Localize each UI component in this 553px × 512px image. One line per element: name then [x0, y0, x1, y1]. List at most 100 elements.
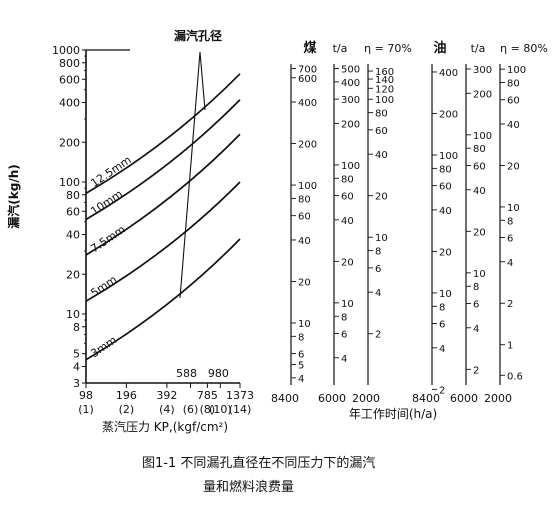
scale-tick-label: 80	[439, 164, 452, 175]
scale-tick-label: 60	[375, 126, 388, 137]
scale-tick-label: 400	[439, 68, 458, 79]
scale-tick-label: 100	[473, 131, 492, 142]
scale-tick-label: 700	[298, 65, 317, 76]
y-tick-label: 20	[66, 268, 80, 281]
scale-tick-label: 100	[298, 181, 317, 192]
scale-tick-label: 500	[341, 65, 360, 76]
scale-tick-label: 4	[341, 354, 347, 365]
x-tick-label-kpa: 785	[197, 389, 218, 402]
scale-tick-label: 80	[473, 144, 486, 155]
scale-tick-label: 200	[298, 140, 317, 151]
scale-tick-label: 20	[507, 161, 520, 172]
coal-efficiency-label: η = 70%	[364, 42, 412, 55]
coal-unit-label: t/a	[333, 42, 348, 55]
y-tick-label: 40	[66, 229, 80, 242]
x-tick-label-kgf: (2)	[119, 403, 135, 416]
series-label: 12.5mm	[88, 153, 133, 189]
x-tick-label-kgf: (1)	[78, 403, 94, 416]
y-tick-label: 60	[66, 205, 80, 218]
y-tick-label: 8	[73, 321, 80, 334]
y-tick-label: 5	[73, 348, 80, 361]
x-tick-label-kpa: 1373	[226, 389, 254, 402]
scale-tick-label: 600	[298, 74, 317, 85]
scale-tick-label: 60	[439, 182, 452, 193]
scale-tick-label: 60	[298, 212, 311, 223]
scale-tick-label: 10	[439, 289, 452, 300]
scale-tick-label: 4	[507, 258, 513, 269]
hours-title: 年工作时间(h/a)	[349, 407, 437, 421]
scale-tick-label: 8	[375, 247, 381, 258]
scale-tick-label: 80	[507, 79, 520, 90]
scale-tick-label: 80	[298, 194, 311, 205]
scale-tick-label: 4	[439, 344, 445, 355]
scale-tick-label: 20	[341, 257, 354, 268]
orifice-annotation: 漏汽孔径	[174, 28, 222, 43]
y-tick-label: 10	[66, 308, 80, 321]
scale-tick-label: 200	[341, 119, 360, 130]
x-tick-label-kgf: (8)	[200, 403, 216, 416]
scale-tick-label: 40	[298, 236, 311, 247]
scale-tick-label: 100	[507, 65, 526, 76]
scale-tick-label: 60	[507, 96, 520, 107]
series-label: 10mm	[88, 187, 125, 218]
scale-tick-label: 10	[375, 233, 388, 244]
scale-tick-label: 6	[375, 264, 381, 275]
scale-tick-label: 10	[341, 299, 354, 310]
hours-label: 8400	[412, 392, 440, 405]
figure-caption-line1: 图1-1 不同漏孔直径在不同压力下的漏汽	[142, 456, 376, 471]
scale-tick-label: 160	[375, 67, 394, 78]
hours-label: 6000	[318, 392, 346, 405]
scale-tick-label: 2	[375, 330, 381, 341]
oil-efficiency-label: η = 80%	[500, 42, 548, 55]
x-tick-label-kpa: 98	[79, 389, 93, 402]
y-tick-label: 400	[59, 97, 80, 110]
hours-label: 2000	[352, 392, 380, 405]
y-tick-label: 1000	[52, 44, 80, 57]
scale-tick-label: 8	[341, 312, 347, 323]
scale-tick-label: 40	[473, 186, 486, 197]
series-label: 7.5mm	[88, 223, 127, 256]
x-tick-label-kgf: (10)	[209, 403, 232, 416]
y-tick-label: 200	[59, 136, 80, 149]
scale-tick-label: 300	[341, 95, 360, 106]
scale-tick-label: 120	[375, 84, 394, 95]
figure-caption-line2: 量和燃料浪费量	[203, 480, 295, 495]
series-label: 3mm	[88, 333, 119, 360]
series-line-10mm	[85, 99, 241, 221]
scale-tick-label: 4	[298, 374, 304, 385]
scale-tick-label: 40	[375, 150, 388, 161]
y-tick-label: 600	[59, 73, 80, 86]
y-tick-label: 100	[59, 176, 80, 189]
fuel-scales: 7006004002001008060402010865484005004003…	[271, 40, 548, 421]
x-axis-label: 蒸汽压力 KP,(kgf/cm²)	[102, 419, 228, 434]
scale-tick-label: 200	[439, 109, 458, 120]
y-tick-label: 800	[59, 57, 80, 70]
series-line-3mm	[85, 238, 241, 361]
scale-tick-label: 40	[507, 120, 520, 131]
scale-tick-label: 0.6	[507, 371, 523, 382]
scale-tick-label: 8	[298, 332, 304, 343]
series-label: 5mm	[88, 273, 119, 300]
scale-tick-label: 80	[341, 174, 354, 185]
x-tick-label-kpa: 196	[116, 389, 137, 402]
scale-tick-label: 20	[298, 277, 311, 288]
scale-tick-label: 6	[298, 350, 304, 361]
scale-tick-label: 20	[375, 192, 388, 203]
y-axis-label: 漏汽(kg/h)	[6, 164, 21, 228]
scale-tick-label: 400	[341, 78, 360, 89]
coal-label: 煤	[303, 40, 316, 56]
scale-tick-label: 5	[298, 360, 304, 371]
scale-tick-label: 40	[341, 216, 354, 227]
scale-tick-label: 8	[439, 302, 445, 313]
scale-tick-label: 6	[507, 233, 513, 244]
series-line-12-5mm	[85, 73, 241, 195]
x-tick-label-kgf: (14)	[229, 403, 252, 416]
y-tick-label: 80	[66, 189, 80, 202]
x-tick-label-kpa: 980	[208, 367, 229, 380]
x-tick-label-kpa: 588	[176, 367, 197, 380]
scale-tick-label: 20	[439, 247, 452, 258]
scale-tick-label: 1	[507, 341, 513, 352]
scale-tick-label: 10	[298, 319, 311, 330]
